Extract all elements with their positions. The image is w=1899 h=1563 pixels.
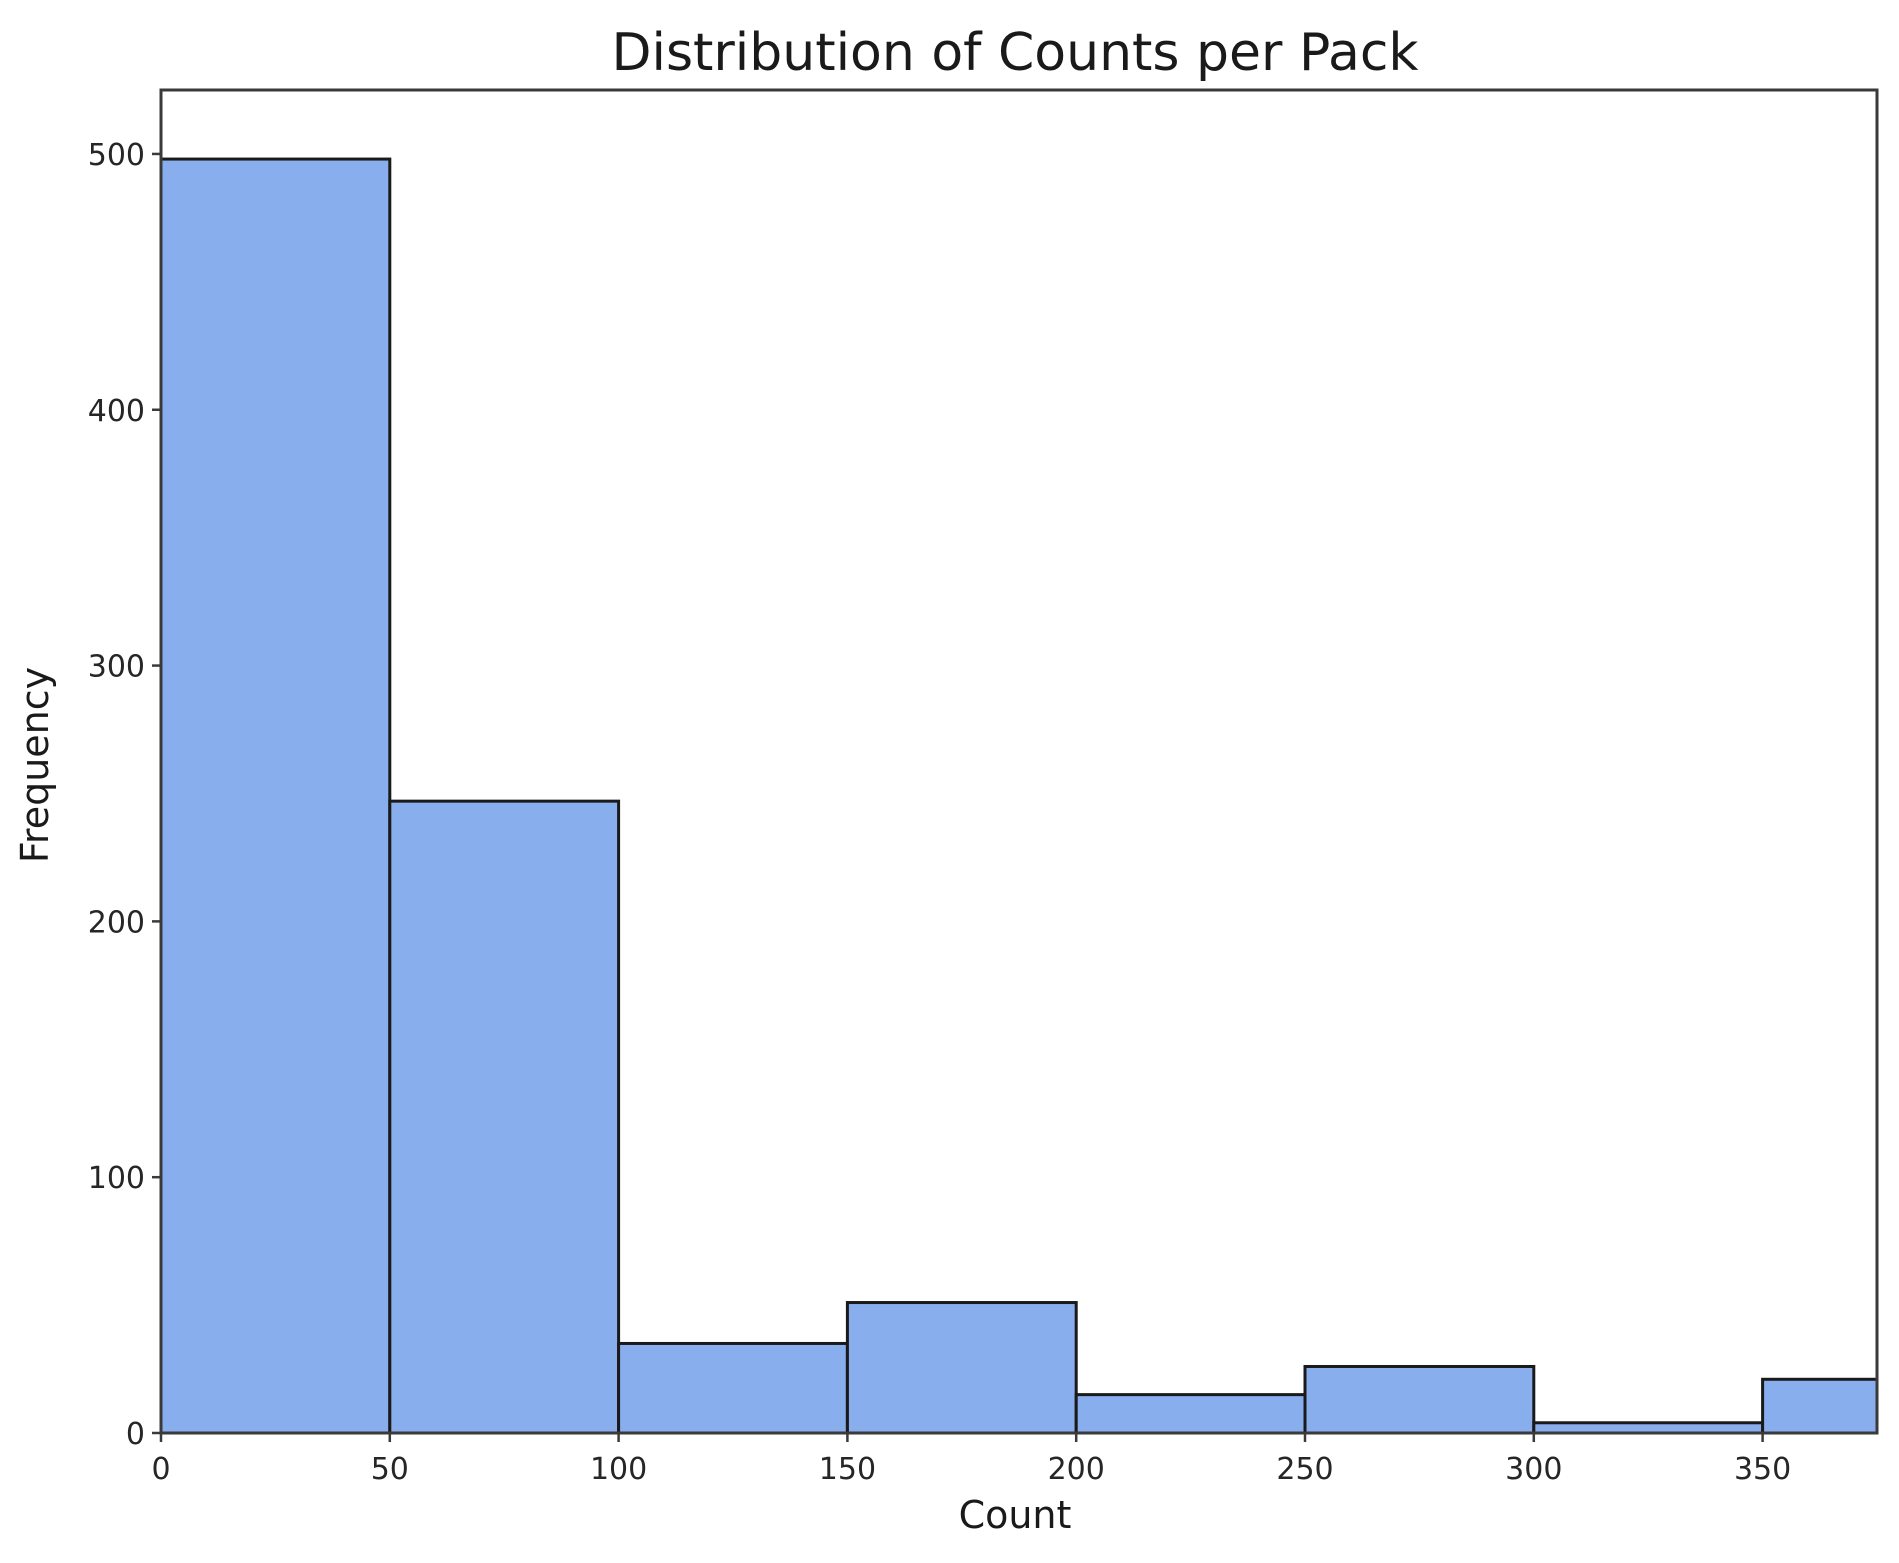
x-axis-ticks: 0 50 100 150 200 250 300 350	[151, 1433, 1791, 1487]
histogram-bar	[845, 1301, 1078, 1435]
x-tick-label: 100	[590, 1452, 647, 1487]
y-tick-label: 0	[126, 1417, 145, 1452]
histogram-bar	[159, 157, 392, 1435]
histogram-bar	[617, 1341, 849, 1435]
x-tick-label: 250	[1276, 1452, 1333, 1487]
plot-frame	[159, 88, 1879, 1435]
bars-layer	[159, 157, 1879, 1435]
x-axis-label: Count	[959, 1493, 1072, 1537]
y-axis-label: Frequency	[13, 667, 57, 863]
histogram-bar	[1303, 1364, 1536, 1435]
y-tick-label: 100	[88, 1161, 145, 1196]
y-tick-label: 200	[88, 905, 145, 940]
histogram-bar	[1074, 1393, 1307, 1435]
y-tick-label: 400	[88, 394, 145, 429]
y-tick-label: 300	[88, 650, 145, 685]
x-tick-label: 0	[151, 1452, 170, 1487]
chart-title: Distribution of Counts per Pack	[611, 23, 1418, 83]
x-tick-label: 200	[1048, 1452, 1105, 1487]
x-tick-label: 300	[1505, 1452, 1562, 1487]
x-tick-label: 50	[371, 1452, 409, 1487]
x-tick-label: 350	[1734, 1452, 1791, 1487]
histogram-bar	[1532, 1421, 1765, 1435]
y-axis-ticks: 0 100 200 300 400 500	[88, 138, 161, 1452]
histogram-bar	[388, 799, 621, 1435]
histogram-bar	[1761, 1377, 1879, 1435]
y-tick-label: 500	[88, 138, 145, 173]
x-tick-label: 150	[819, 1452, 876, 1487]
